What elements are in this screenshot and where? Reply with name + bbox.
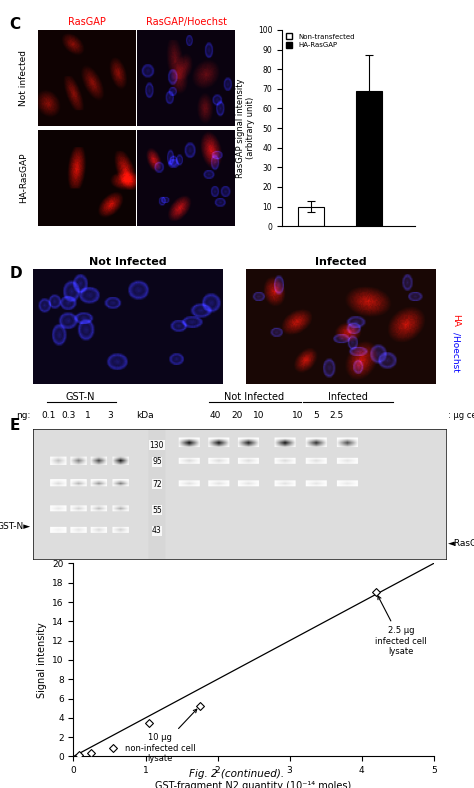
- Text: 0.3: 0.3: [62, 411, 76, 420]
- Text: 10 μg
non-infected cell
lysate: 10 μg non-infected cell lysate: [125, 709, 197, 763]
- X-axis label: GST-fragment N2 quantity (10⁻¹⁴ moles): GST-fragment N2 quantity (10⁻¹⁴ moles): [155, 781, 352, 788]
- Y-axis label: Signal intensity: Signal intensity: [36, 622, 47, 698]
- Text: 3: 3: [107, 411, 113, 420]
- Point: [196, 700, 203, 712]
- Point: [146, 716, 153, 729]
- Y-axis label: RasGAP signal intensity
(arbitrary unit): RasGAP signal intensity (arbitrary unit): [236, 78, 255, 178]
- Text: 55: 55: [152, 506, 162, 515]
- Text: Not Infected: Not Infected: [89, 257, 167, 267]
- Bar: [298, 206, 324, 226]
- Text: : μg cell lysate: : μg cell lysate: [448, 411, 474, 420]
- Text: RasGAP/Hoechst: RasGAP/Hoechst: [146, 17, 227, 27]
- Text: D: D: [9, 266, 22, 281]
- Text: 2.5: 2.5: [329, 411, 344, 420]
- Text: Not infected: Not infected: [19, 50, 28, 106]
- Text: E: E: [9, 418, 20, 433]
- Text: /Hoechst: /Hoechst: [452, 332, 460, 372]
- Text: Not Infected: Not Infected: [224, 392, 283, 402]
- Point: [372, 586, 380, 599]
- Legend: Non-transfected, HA-RasGAP: Non-transfected, HA-RasGAP: [285, 33, 355, 48]
- Text: 5: 5: [314, 411, 319, 420]
- Bar: [356, 91, 382, 226]
- Text: RasGAP: RasGAP: [68, 17, 105, 27]
- Text: 43: 43: [152, 526, 162, 535]
- Text: ng:: ng:: [17, 411, 31, 420]
- Text: kDa: kDa: [136, 411, 154, 420]
- Text: 72: 72: [152, 480, 162, 489]
- Point: [109, 742, 117, 754]
- Text: GST-N►: GST-N►: [0, 522, 31, 531]
- Text: Fig. 2 (continued).: Fig. 2 (continued).: [190, 768, 284, 779]
- Text: ◄RasGAP: ◄RasGAP: [448, 539, 474, 548]
- Text: HA: HA: [452, 314, 460, 327]
- Text: GST-N: GST-N: [66, 392, 95, 402]
- Text: 40: 40: [210, 411, 221, 420]
- Text: 130: 130: [150, 440, 164, 450]
- Text: 2.5 μg
infected cell
lysate: 2.5 μg infected cell lysate: [375, 596, 427, 656]
- Text: HA-RasGAP: HA-RasGAP: [19, 153, 28, 203]
- Text: 1: 1: [85, 411, 91, 420]
- Point: [75, 749, 83, 761]
- Point: [88, 746, 95, 759]
- Text: Infected: Infected: [316, 257, 367, 267]
- Text: 10: 10: [292, 411, 303, 420]
- Text: 10: 10: [253, 411, 264, 420]
- Text: 20: 20: [231, 411, 243, 420]
- Text: C: C: [9, 17, 20, 32]
- Text: Infected: Infected: [328, 392, 368, 402]
- Text: 95: 95: [152, 458, 162, 466]
- Text: 0.1: 0.1: [42, 411, 56, 420]
